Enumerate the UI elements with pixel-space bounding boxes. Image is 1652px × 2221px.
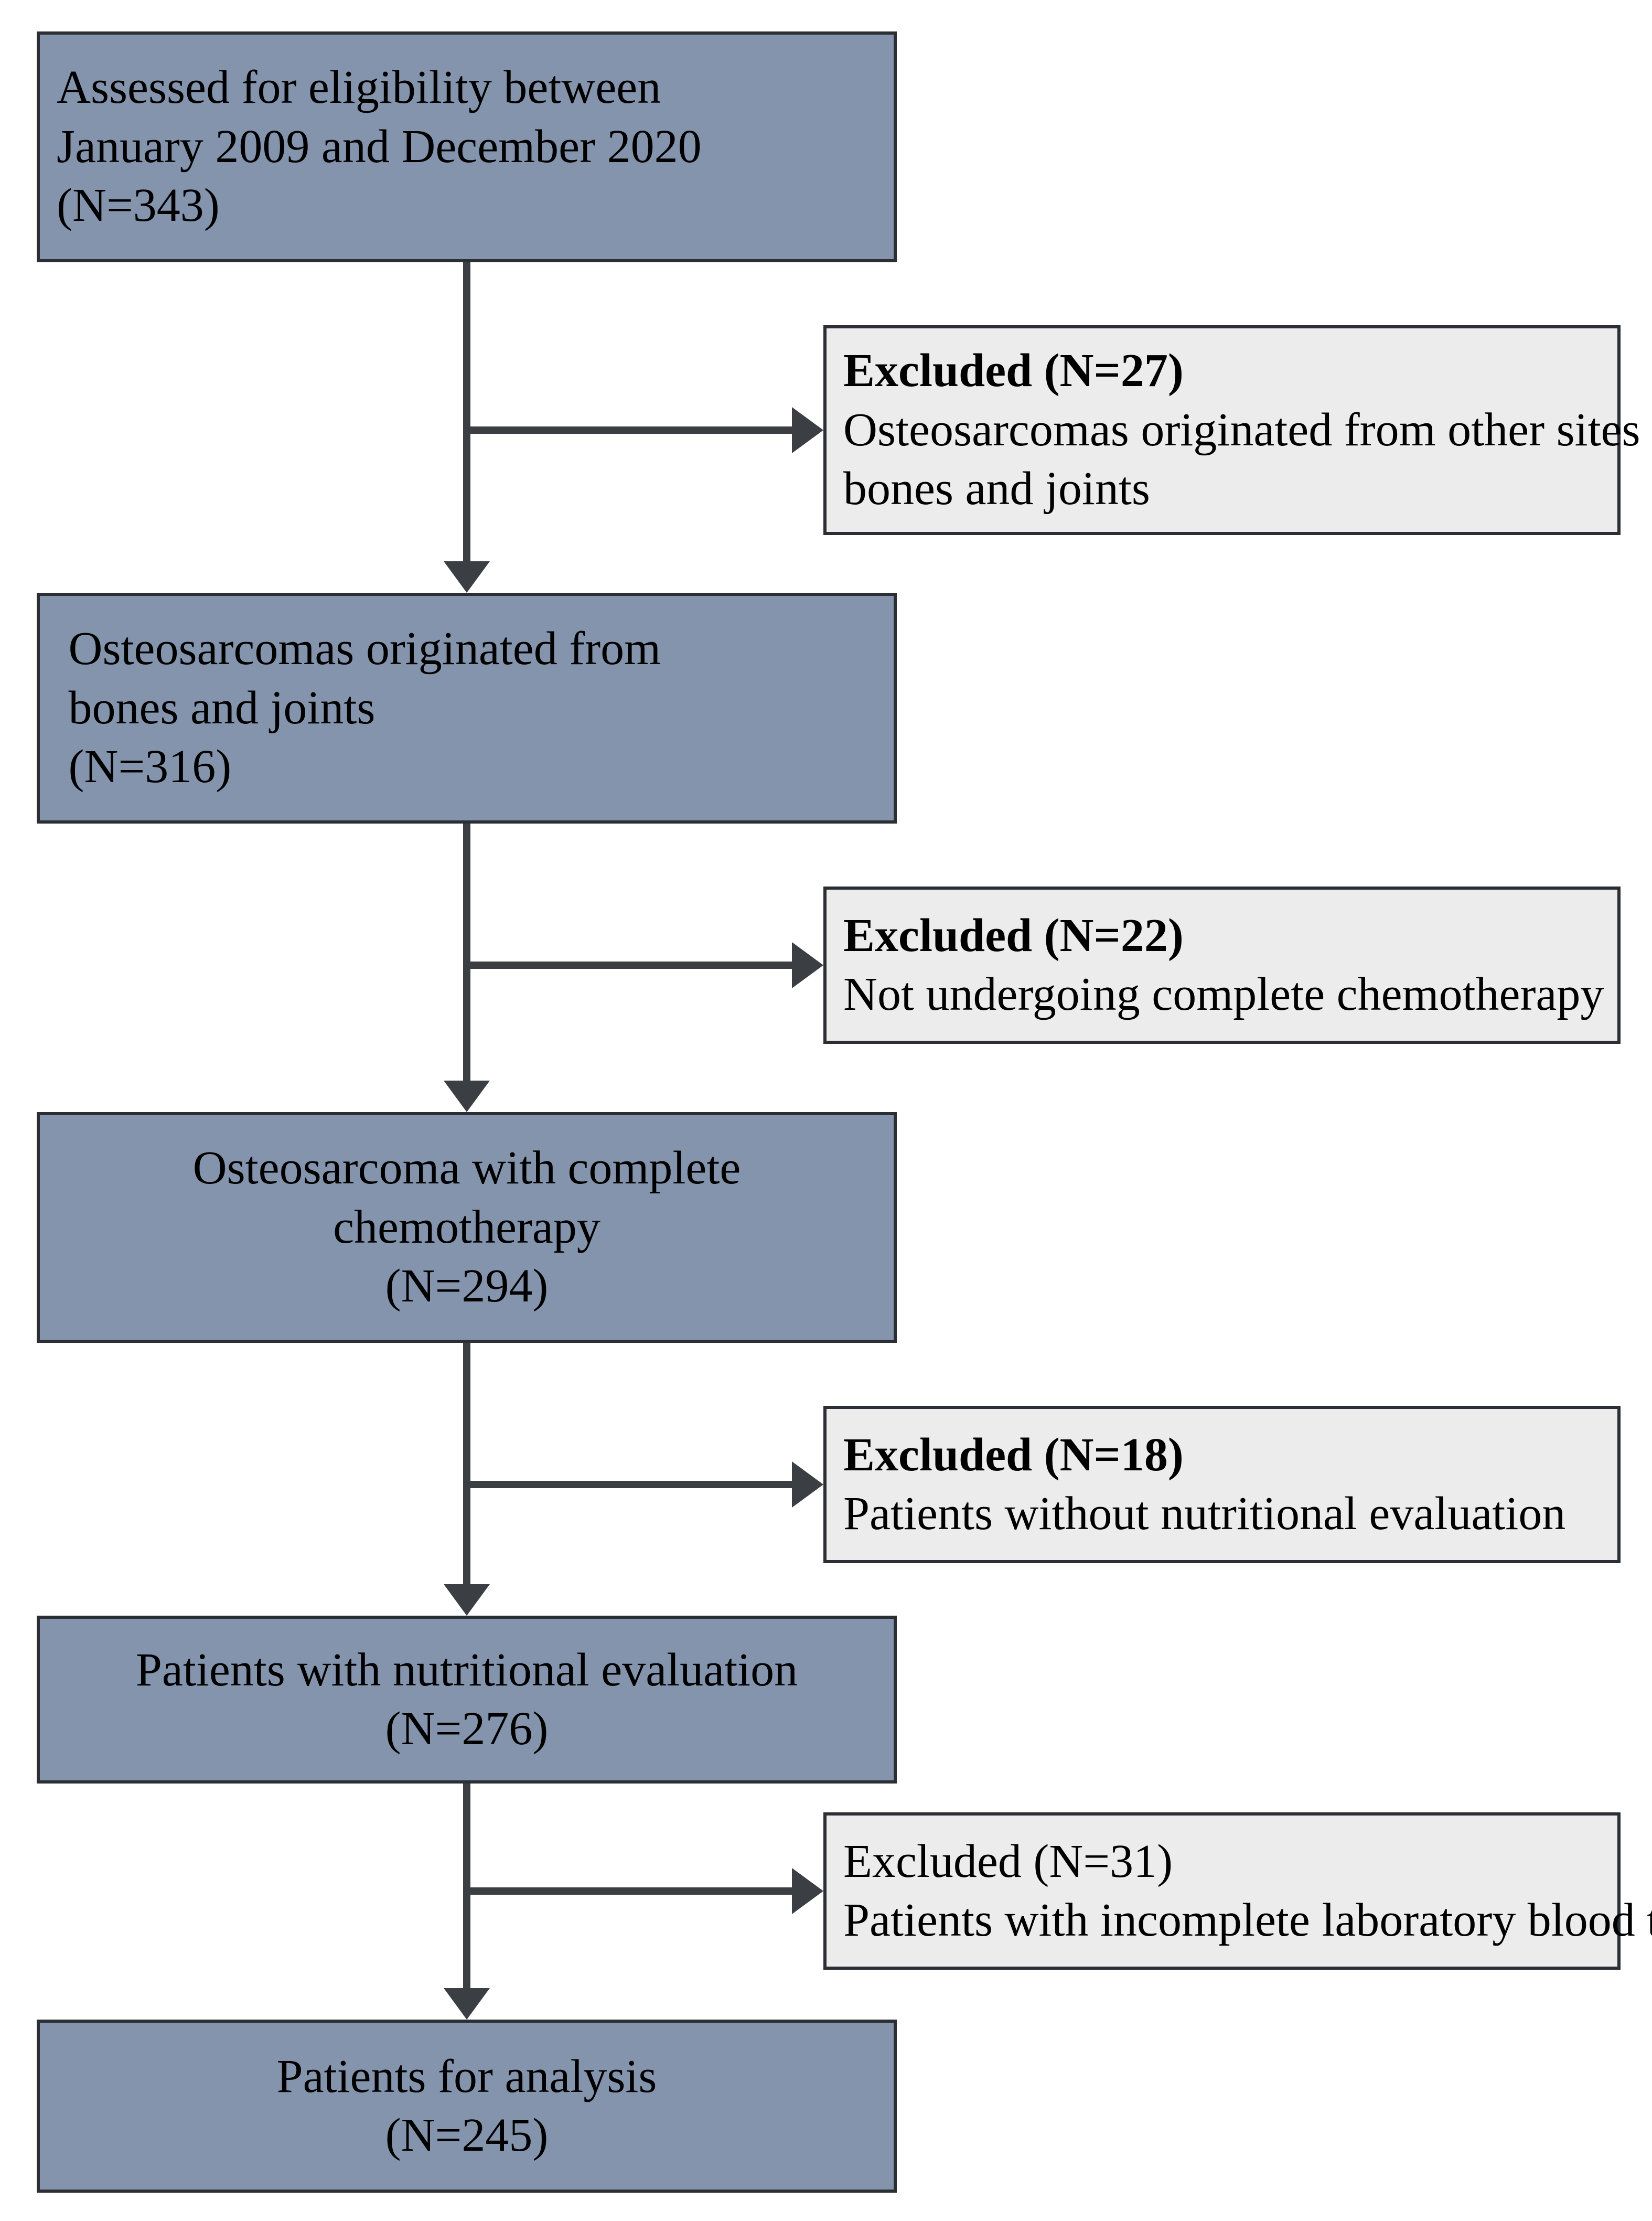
box-text-line: Patients without nutritional evaluation xyxy=(843,1485,1601,1544)
box-text-line: (N=316) xyxy=(57,738,877,797)
box-text-line: January 2009 and December 2020 xyxy=(57,118,877,177)
box-text-line: Excluded (N=27) xyxy=(843,341,1601,401)
box-text-line: Excluded (N=31) xyxy=(843,1832,1601,1892)
exclusion-box: Excluded (N=31)Patients with incomplete … xyxy=(823,1812,1621,1970)
box-text-line: Patients with incomplete laboratory bloo… xyxy=(843,1891,1601,1950)
exclusion-box: Excluded (N=27)Osteosarcomas originated … xyxy=(823,325,1621,535)
box-text-line: Patients with nutritional evaluation xyxy=(136,1641,798,1700)
arrow-right xyxy=(467,942,823,988)
box-text-line: Excluded (N=22) xyxy=(843,906,1601,966)
box-text-line: Osteosarcomas originated from other site… xyxy=(843,401,1601,460)
flow-step-box: Patients with nutritional evaluation(N=2… xyxy=(37,1616,897,1784)
flow-step-box: Osteosarcomas originated from bones and … xyxy=(37,593,897,824)
arrow-down xyxy=(444,1343,490,1616)
arrow-down xyxy=(444,1784,490,2020)
box-text-line: (N=245) xyxy=(385,2106,549,2165)
flowchart-canvas: Assessed for eligibility betweenJanuary … xyxy=(0,0,1652,2221)
arrow-right xyxy=(467,1461,823,1508)
box-text-line: Osteosarcoma with complete xyxy=(193,1139,741,1198)
box-text-line: Not undergoing complete chemotherapy xyxy=(843,965,1601,1024)
box-text-line: Excluded (N=18) xyxy=(843,1426,1601,1485)
arrow-down xyxy=(444,262,490,593)
box-text-line: (N=294) xyxy=(385,1257,549,1316)
flow-step-box: Patients for analysis(N=245) xyxy=(37,2020,897,2193)
box-text-line: (N=276) xyxy=(385,1700,549,1759)
box-text-line: (N=343) xyxy=(57,176,877,236)
box-text-line: Patients for analysis xyxy=(277,2047,657,2107)
box-text-line: Assessed for eligibility between xyxy=(57,58,877,118)
box-text-line: bones and joints xyxy=(843,460,1601,519)
box-text-line: Osteosarcomas originated from xyxy=(57,620,877,679)
exclusion-box: Excluded (N=22)Not undergoing complete c… xyxy=(823,887,1621,1044)
arrow-down xyxy=(444,824,490,1112)
flow-step-box: Osteosarcoma with completechemotherapy(N… xyxy=(37,1112,897,1343)
box-text-line: bones and joints xyxy=(57,679,877,738)
exclusion-box: Excluded (N=18)Patients without nutritio… xyxy=(823,1406,1621,1563)
flow-step-box: Assessed for eligibility betweenJanuary … xyxy=(37,31,897,262)
arrow-right xyxy=(467,1868,823,1914)
arrow-right xyxy=(467,407,823,453)
box-text-line: chemotherapy xyxy=(333,1198,600,1257)
